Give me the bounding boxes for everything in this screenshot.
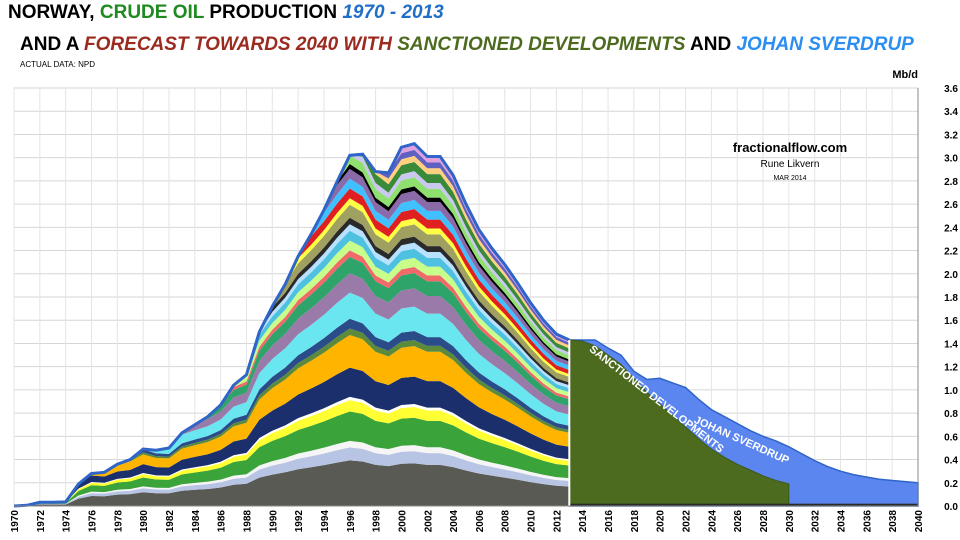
watermark-date: MAR 2014 — [773, 175, 806, 182]
y-axis-label: Mb/d — [892, 69, 918, 81]
x-tick-label: 1978 — [113, 510, 124, 533]
y-tick-label: 2.6 — [944, 200, 958, 211]
field-band — [26, 230, 570, 506]
x-tick-label: 2006 — [475, 510, 486, 533]
field-band — [26, 447, 570, 506]
field-band — [26, 256, 570, 506]
x-tick-label: 1992 — [294, 510, 305, 533]
x-tick-label: 1980 — [139, 510, 150, 533]
x-tick-label: 2014 — [578, 510, 589, 533]
x-tick-label: 2000 — [397, 510, 408, 533]
y-tick-label: 0.6 — [944, 432, 958, 443]
y-tick-label: 0.2 — [944, 479, 958, 490]
y-tick-label: 2.2 — [944, 247, 958, 258]
y-tick-label: 1.8 — [944, 293, 958, 304]
x-tick-label: 2032 — [811, 510, 822, 533]
y-tick-label: 3.4 — [944, 107, 958, 118]
x-tick-label: 2004 — [449, 510, 460, 533]
y-tick-label: 2.4 — [944, 223, 958, 234]
x-tick-label: 2018 — [630, 510, 641, 533]
title-production: PRODUCTION — [204, 2, 343, 23]
x-tick-label: 2008 — [501, 510, 512, 533]
x-tick-label: 1986 — [217, 510, 228, 533]
field-band — [26, 335, 570, 506]
x-tick-label: 2036 — [862, 510, 873, 533]
field-band — [26, 440, 570, 506]
total-outline — [26, 142, 570, 507]
x-tick-label: 2002 — [423, 510, 434, 533]
x-tick-label: 1998 — [372, 510, 383, 533]
x-tick-label: 1974 — [62, 510, 73, 533]
y-tick-label: 2.8 — [944, 177, 958, 188]
y-tick-label: 1.2 — [944, 363, 958, 374]
x-tick-label: 2034 — [837, 510, 848, 533]
y-tick-label: 1.0 — [944, 386, 958, 397]
y-tick-label: 0.0 — [944, 502, 958, 513]
field-band — [26, 217, 570, 506]
x-tick-label: 2038 — [888, 510, 899, 533]
field-band — [26, 204, 570, 506]
y-tick-label: 3.2 — [944, 130, 958, 141]
x-tick-label: 2022 — [682, 510, 693, 533]
y-tick-label: 1.6 — [944, 316, 958, 327]
field-band — [26, 292, 570, 506]
y-tick-label: 2.0 — [944, 270, 958, 281]
forecast-baseline — [569, 503, 918, 506]
x-tick-label: 1984 — [191, 510, 202, 533]
title-years: 1970 - 2013 — [342, 2, 444, 23]
field-band — [26, 400, 570, 506]
x-tick-label: 2010 — [527, 510, 538, 533]
field-band — [26, 224, 570, 506]
chart-title-line2: AND A FORECAST TOWARDS 2040 WITH SANCTIO… — [20, 34, 914, 56]
field-band — [26, 318, 570, 506]
x-tick-label: 1990 — [268, 510, 279, 533]
field-band — [26, 273, 570, 506]
y-tick-label: 1.4 — [944, 339, 958, 350]
x-tick-label: 2030 — [785, 510, 796, 533]
x-tick-label: 1972 — [36, 510, 47, 533]
x-tick-label: 1994 — [320, 510, 331, 533]
watermark-author: Rune Likvern — [761, 159, 820, 170]
title2-johan: JOHAN SVERDRUP — [736, 34, 914, 55]
title2-and: AND — [685, 34, 737, 55]
title2-prefix: AND A — [20, 34, 85, 55]
y-tick-label: 0.8 — [944, 409, 958, 420]
field-band — [26, 460, 570, 506]
field-band — [26, 250, 570, 506]
x-tick-label: 2026 — [733, 510, 744, 533]
x-tick-label: 1976 — [87, 510, 98, 533]
x-tick-label: 1996 — [346, 510, 357, 533]
x-tick-label: 1982 — [165, 510, 176, 533]
source-note: ACTUAL DATA: NPD — [20, 60, 95, 69]
x-tick-label: 2024 — [707, 510, 718, 533]
field-band — [26, 367, 570, 506]
field-band — [26, 328, 570, 506]
title-crude-oil: CRUDE OIL — [99, 2, 205, 23]
title2-sanctioned: SANCTIONED DEVELOPMENTS — [397, 34, 686, 55]
title-prefix: NORWAY, — [8, 2, 100, 23]
x-tick-label: 2012 — [552, 510, 563, 533]
x-tick-label: 1970 — [10, 510, 21, 533]
x-tick-label: 2020 — [656, 510, 667, 533]
watermark-site: fractionalflow.com — [733, 140, 847, 155]
sanctioned-area — [568, 339, 790, 507]
field-band — [26, 411, 570, 506]
title2-forecast: FORECAST TOWARDS 2040 WITH — [84, 34, 398, 55]
y-tick-label: 3.6 — [944, 84, 958, 95]
x-tick-label: 2016 — [604, 510, 615, 533]
chart-title-line1: NORWAY, CRUDE OIL PRODUCTION 1970 - 2013 — [8, 2, 444, 24]
x-tick-label: 1988 — [242, 510, 253, 533]
y-tick-label: 0.4 — [944, 456, 958, 467]
x-tick-label: 2040 — [914, 510, 925, 533]
y-tick-label: 3.0 — [944, 154, 958, 165]
field-band — [26, 240, 570, 506]
field-band — [26, 396, 570, 506]
x-tick-label: 2028 — [759, 510, 770, 533]
